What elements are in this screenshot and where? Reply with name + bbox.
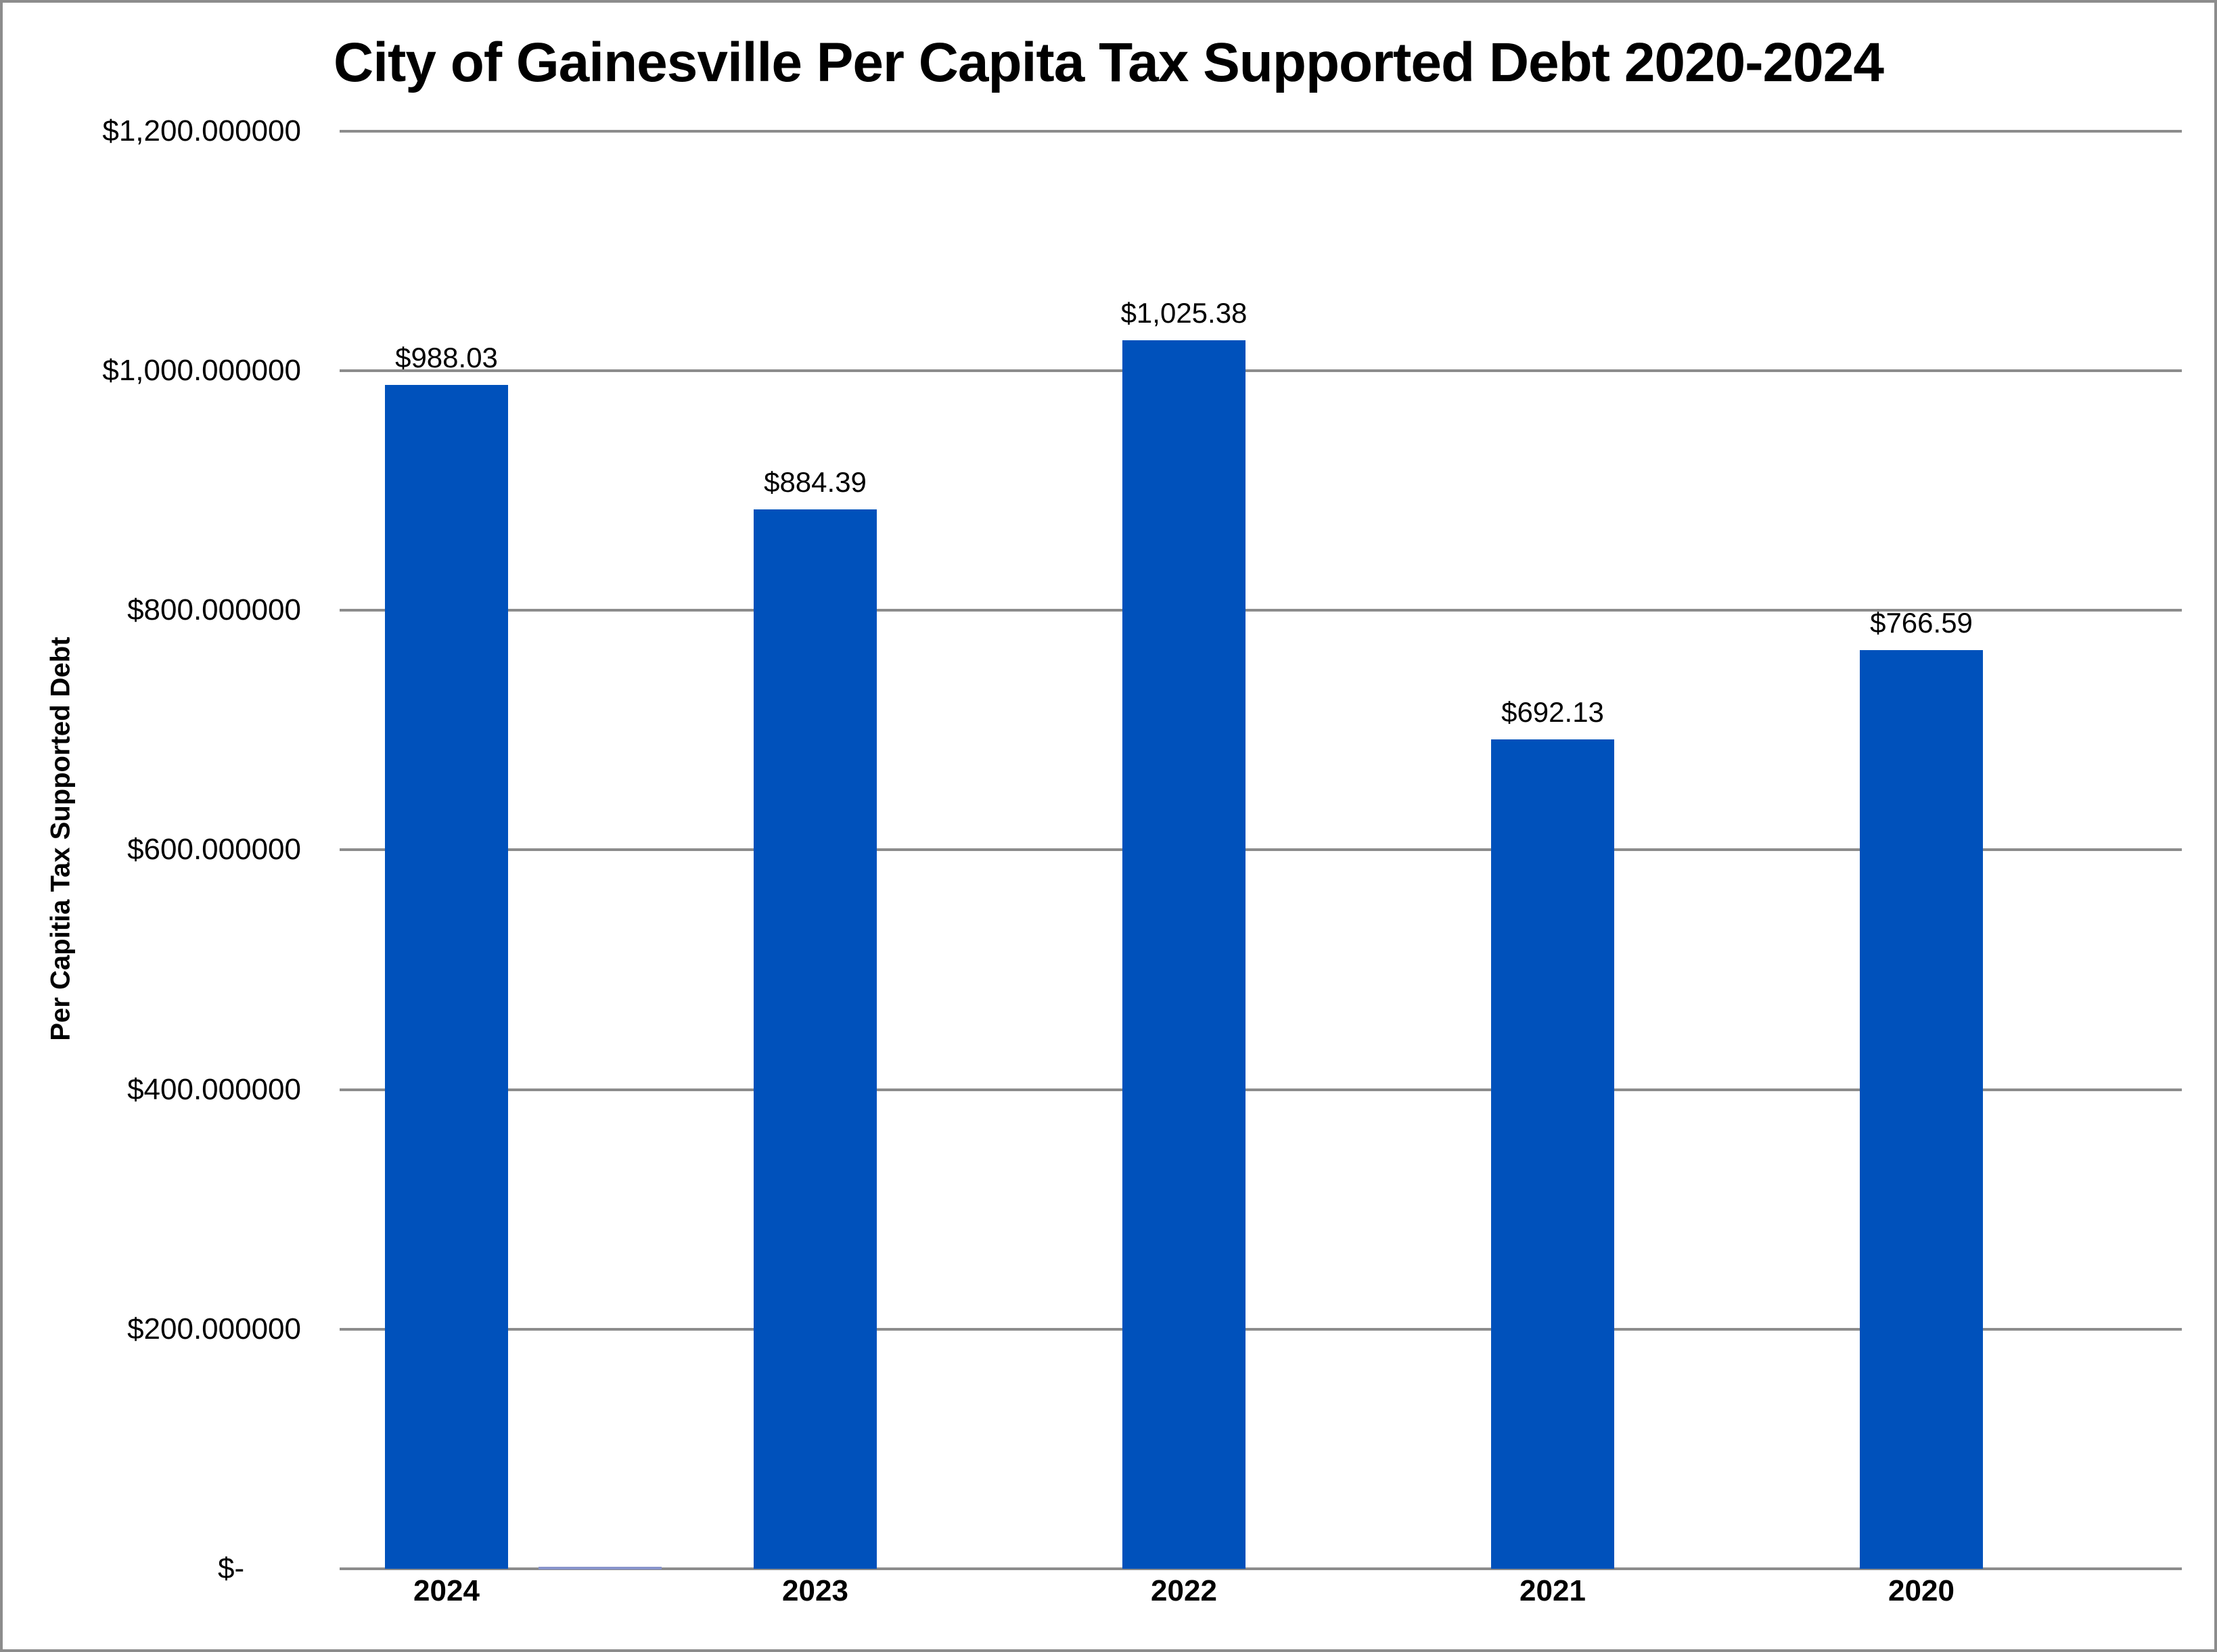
x-axis-line	[340, 1567, 2182, 1570]
x-tick-label-2023: 2023	[782, 1574, 848, 1607]
bar-2023[interactable]	[754, 509, 877, 1569]
x-tick-label-2020: 2020	[1888, 1574, 1955, 1607]
data-label-2021: $692.13	[1501, 696, 1604, 728]
bar-2022[interactable]	[1122, 340, 1245, 1569]
data-label-2022: $1,025.38	[1120, 297, 1248, 329]
y-tick-label-400: $400.000000	[127, 1073, 301, 1106]
gridline-200	[340, 1328, 2182, 1331]
bar-2020[interactable]	[1860, 650, 1983, 1569]
gridline-800	[340, 609, 2182, 612]
x-tick-label-2024: 2024	[413, 1574, 480, 1607]
x-tick-label-2021: 2021	[1519, 1574, 1586, 1607]
y-tick-label-800: $800.000000	[127, 593, 301, 626]
plot-area	[340, 130, 2182, 1570]
x-tick-label-2022: 2022	[1151, 1574, 1217, 1607]
y-tick-label-1000: $1,000.000000	[102, 354, 301, 387]
y-tick-label-1200: $1,200.000000	[102, 114, 301, 147]
y-axis-title: Per Capitia Tax Supported Debt	[45, 637, 76, 1041]
data-label-2023: $884.39	[764, 466, 867, 498]
gridline-400	[340, 1088, 2182, 1091]
baseline-artifact-segment	[539, 1567, 662, 1569]
data-label-2020: $766.59	[1870, 607, 1973, 639]
y-tick-label-600: $600.000000	[127, 833, 301, 866]
y-tick-label-200: $200.000000	[127, 1312, 301, 1346]
bar-2021[interactable]	[1491, 739, 1614, 1569]
data-label-2024: $988.03	[395, 342, 498, 373]
gridline-600	[340, 848, 2182, 851]
bar-2024[interactable]	[385, 385, 508, 1569]
chart-title: City of Gainesville Per Capita Tax Suppo…	[334, 32, 1884, 93]
gridline-1200	[340, 130, 2182, 133]
y-tick-label-0: $-	[218, 1552, 245, 1585]
gridline-1000	[340, 369, 2182, 372]
